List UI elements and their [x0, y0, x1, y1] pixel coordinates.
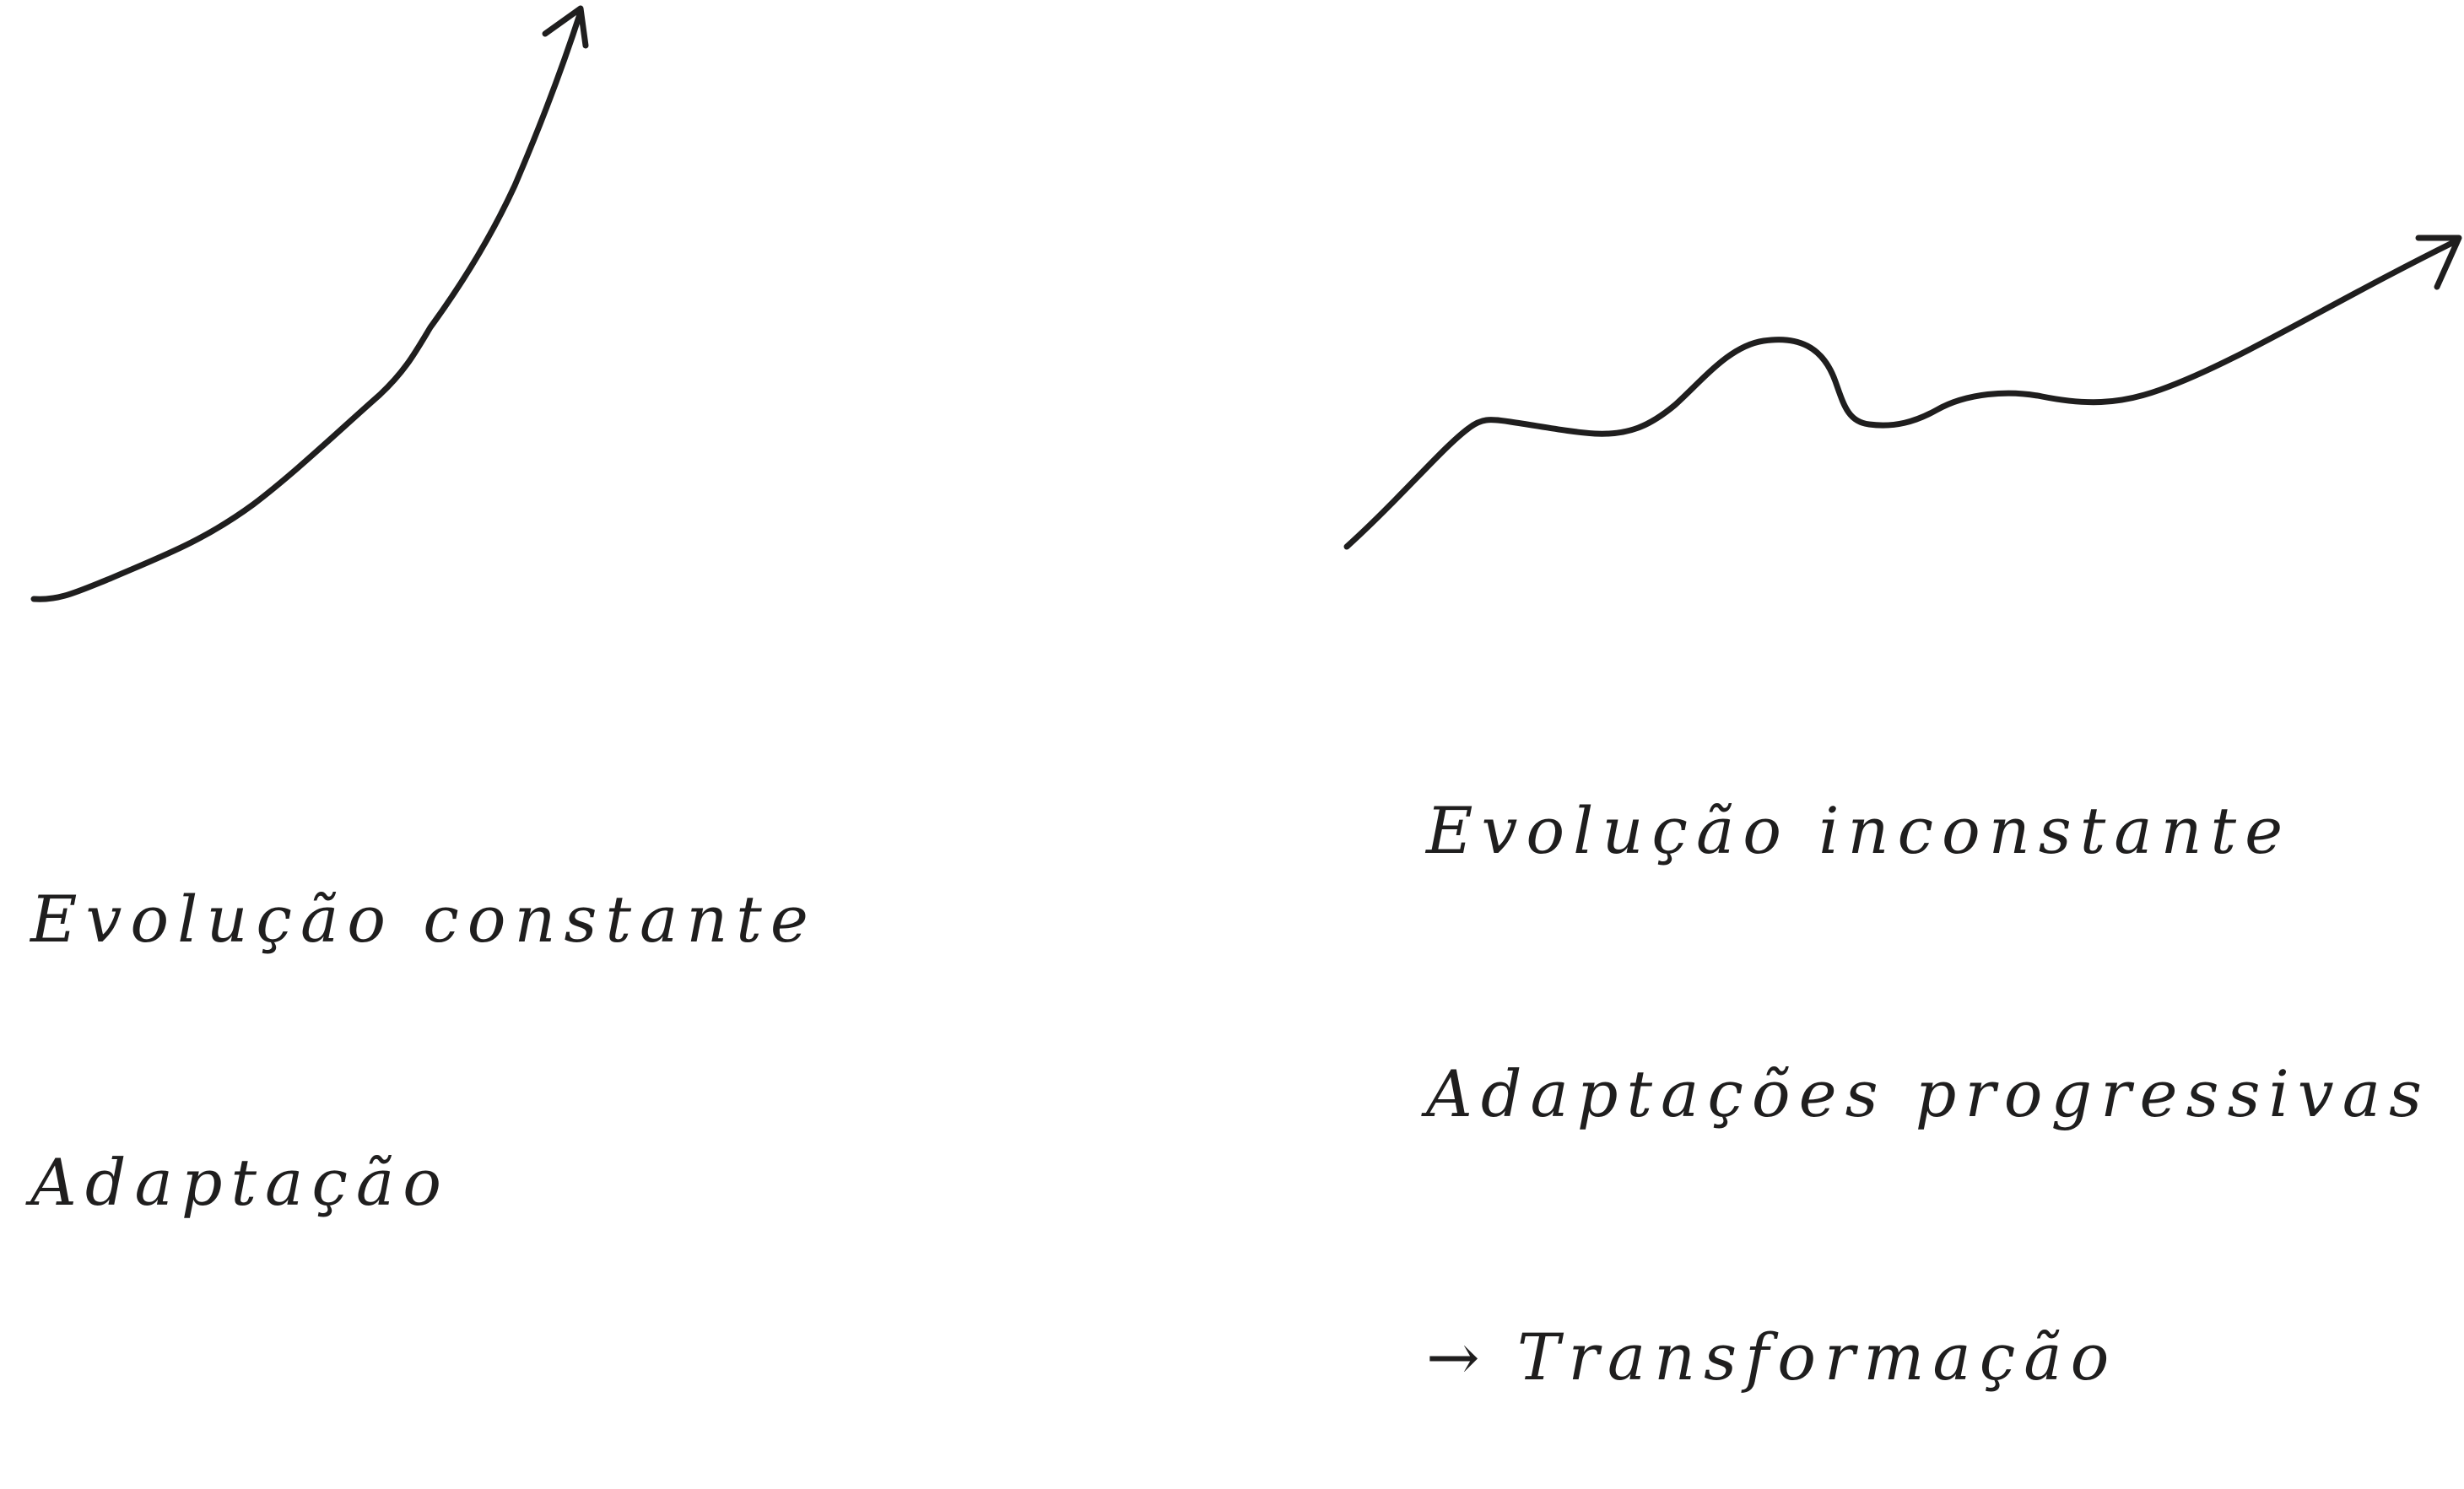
constant-evolution-curve [30, 8, 584, 602]
caption-line-transformation: → Transformação [1426, 1319, 2118, 1395]
caption-line-progressive-adaptations: Adaptações progressivas [1426, 1056, 2431, 1131]
constant-evolution-arrowhead [542, 5, 589, 49]
caption-line-evolution-inconstant: Evolução inconstante [1426, 793, 2292, 868]
constant-evolution-caption: Evolução constante Adaptação [30, 700, 817, 1314]
inconstant-evolution-curve [1343, 238, 2459, 550]
curves-canvas [30, 5, 2462, 602]
inconstant-evolution-caption: Evolução inconstante Adaptações progress… [1426, 612, 2430, 1489]
inconstant-evolution-arrowhead [2415, 235, 2462, 290]
caption-line-evolution-constant: Evolução constante [30, 882, 817, 957]
caption-line-adaptation: Adaptação [30, 1145, 450, 1220]
